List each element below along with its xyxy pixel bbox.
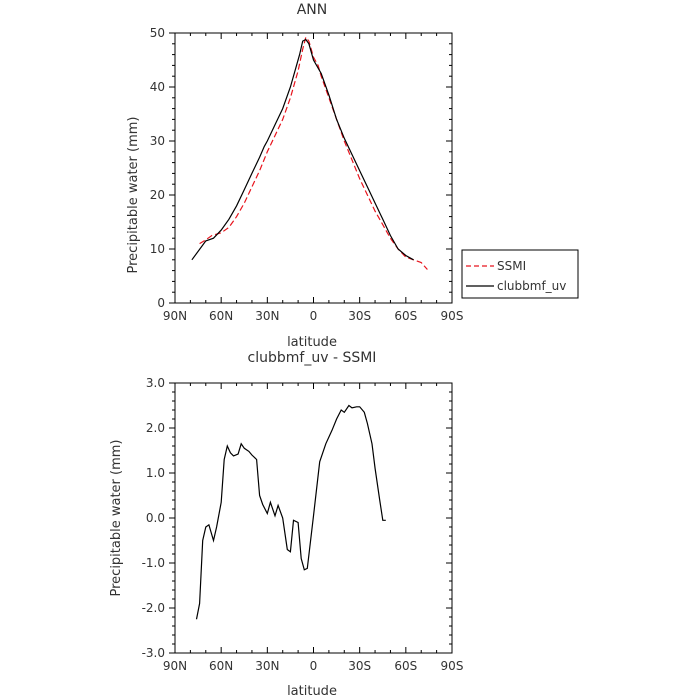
y-axis-label: Precipitable water (mm) (109, 440, 124, 597)
legend: SSMI clubbmf_uv (461, 249, 579, 299)
x-tick-label: 60N (209, 659, 233, 673)
axis-ticks (169, 32, 453, 304)
y-tick-label: 0 (157, 296, 165, 310)
panel-precip-water: ANN Precipitable water (mm) latitude 90N… (126, 2, 579, 350)
legend-label-clubbmf-uv: clubbmf_uv (497, 279, 566, 293)
chart-title: ANN (297, 2, 328, 18)
series-group (195, 404, 386, 620)
x-tick-label: 30N (255, 659, 279, 673)
tick-labels: 90N 60N 30N 0 30S 60S 90S -3.0 -2.0 -1.0 0.0 1.0 2.0… (142, 376, 464, 673)
tick-labels: 90N 60N 30N 0 30S 60S 90S 0 10 20 30 40 50 (150, 26, 464, 323)
y-tick-label: -2.0 (142, 601, 165, 615)
y-tick-label: 30 (150, 134, 165, 148)
series-line-clubbmf-uv (191, 38, 414, 261)
x-tick-label: 0 (310, 659, 318, 673)
x-axis-label: latitude (287, 684, 337, 699)
y-tick-label: 2.0 (146, 421, 165, 435)
x-tick-label: 90N (163, 659, 187, 673)
x-tick-label: 90S (441, 659, 464, 673)
y-tick-label: 50 (150, 26, 165, 40)
legend-box (461, 249, 579, 299)
x-tick-label: 30S (348, 309, 371, 323)
x-tick-label: 30N (255, 309, 279, 323)
y-tick-label: 40 (150, 80, 165, 94)
series-line-ssmi (199, 36, 428, 270)
y-tick-label: 3.0 (146, 376, 165, 390)
plot-frame (174, 382, 453, 654)
chart-title: clubbmf_uv - SSMI (248, 350, 377, 366)
y-tick-label: -1.0 (142, 556, 165, 570)
axis-ticks (169, 382, 453, 654)
y-tick-label: 0.0 (146, 511, 165, 525)
legend-label-ssmi: SSMI (497, 259, 526, 273)
x-tick-label: 60N (209, 309, 233, 323)
x-tick-label: 90S (441, 309, 464, 323)
series-group (191, 36, 428, 270)
y-axis-label: Precipitable water (mm) (126, 117, 141, 274)
x-tick-label: 0 (310, 309, 318, 323)
panel-difference: clubbmf_uv - SSMI Precipitable water (mm… (109, 350, 463, 699)
x-axis-label: latitude (287, 335, 337, 350)
y-tick-label: 10 (150, 242, 165, 256)
x-tick-label: 60S (394, 309, 417, 323)
plot-frame (174, 32, 453, 304)
y-tick-label: 1.0 (146, 466, 165, 480)
x-tick-label: 90N (163, 309, 187, 323)
x-tick-label: 30S (348, 659, 371, 673)
x-tick-label: 60S (394, 659, 417, 673)
y-tick-label: 20 (150, 188, 165, 202)
series-line-difference (195, 404, 386, 620)
y-tick-label: -3.0 (142, 646, 165, 660)
